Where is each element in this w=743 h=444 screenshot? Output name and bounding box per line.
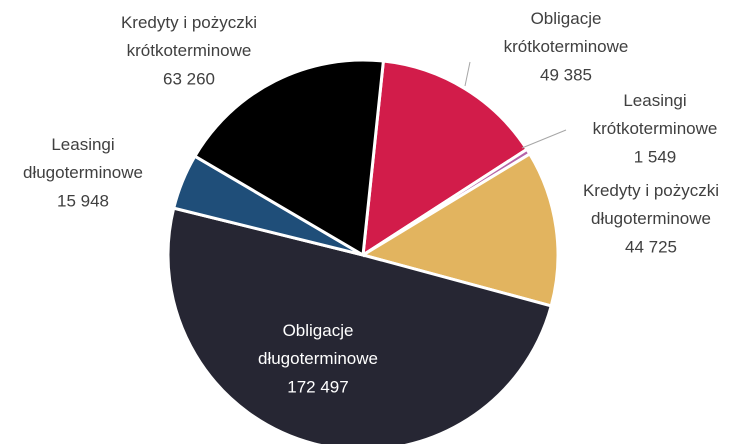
label-line: długoterminowe	[591, 209, 711, 228]
labels: Obligacje krótkoterminowe 49 385 Leasingi kr…	[23, 9, 719, 396]
label-line: Leasingi	[51, 135, 114, 154]
value-label: 49 385	[540, 65, 592, 84]
category-label: Leasingi długoterminowe	[23, 135, 143, 182]
category-label: Leasingi krótkoterminowe	[593, 91, 718, 138]
label-line: Obligacje	[531, 9, 602, 28]
value-label: 172 497	[287, 377, 348, 396]
value-label: 63 260	[163, 69, 215, 88]
slice	[361, 59, 529, 258]
leader-line	[464, 61, 471, 87]
label-line: krótkoterminowe	[593, 119, 718, 138]
category-label: Kredyty i pożyczki długoterminowe	[583, 181, 719, 228]
pie	[166, 58, 560, 444]
category-label: Kredyty i pożyczki krótkoterminowe	[121, 13, 257, 60]
label-line: długoterminowe	[23, 163, 143, 182]
label-line: Kredyty i pożyczki	[583, 181, 719, 200]
label-line: długoterminowe	[258, 349, 378, 368]
label-line: Obligacje	[283, 321, 354, 340]
leader-line	[521, 129, 567, 149]
category-label: Obligacje długoterminowe	[258, 321, 378, 368]
slice	[192, 58, 386, 258]
label-line: krótkoterminowe	[504, 37, 629, 56]
label-line: Kredyty i pożyczki	[121, 13, 257, 32]
label-line: Leasingi	[623, 91, 686, 110]
value-label: 15 948	[57, 191, 109, 210]
label-line: krótkoterminowe	[127, 41, 252, 60]
category-label: Obligacje krótkoterminowe	[504, 9, 629, 56]
value-label: 1 549	[634, 147, 677, 166]
value-label: 44 725	[625, 237, 677, 256]
